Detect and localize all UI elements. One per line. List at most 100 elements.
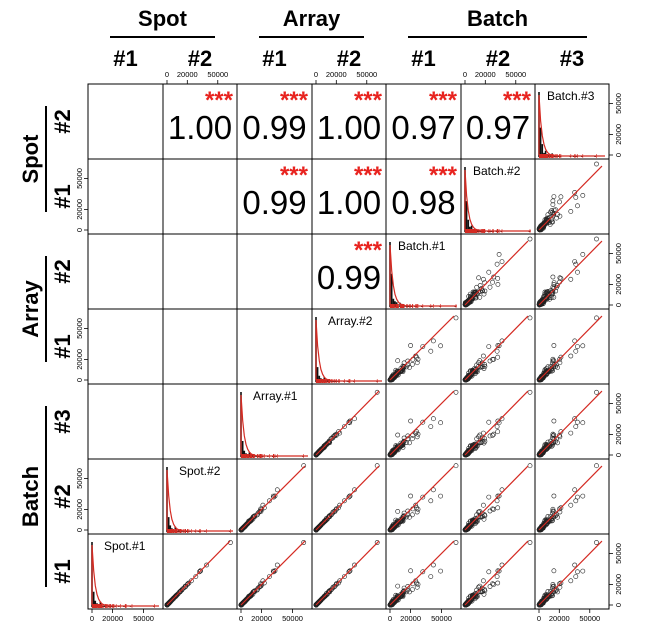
- scatter-point: [252, 589, 258, 594]
- scatter-point: [551, 361, 557, 367]
- scatter-point: [430, 562, 436, 568]
- panel-r5-c3: [311, 458, 387, 535]
- scatter-point: [413, 502, 419, 508]
- scatter-point: [185, 581, 191, 587]
- scatter-point: [430, 487, 436, 493]
- scatter-point: [428, 574, 434, 579]
- scatter-point: [480, 430, 486, 436]
- scatter-point: [428, 348, 434, 354]
- scatter-point: [494, 424, 500, 429]
- scatter-points: [238, 540, 307, 608]
- scatter-points: [313, 463, 380, 533]
- scatter-point: [471, 519, 477, 524]
- scatter-point: [580, 251, 586, 257]
- density-curve: [91, 544, 159, 607]
- scatter-point: [400, 594, 406, 599]
- scatter-point: [328, 436, 334, 442]
- scatter-point: [573, 424, 579, 429]
- fit-line: [389, 315, 455, 381]
- scatter-point: [491, 274, 497, 280]
- panel-r6-c3: [311, 533, 387, 610]
- scatter-point: [545, 369, 551, 374]
- fit-line: [315, 540, 380, 606]
- scatter-point: [550, 219, 555, 225]
- significance-stars: ***: [503, 87, 532, 114]
- scatter-point: [337, 578, 343, 584]
- scatter-point: [575, 203, 580, 209]
- panel-frame: [236, 308, 313, 385]
- scatter-point: [545, 519, 551, 524]
- scatter-point: [495, 354, 501, 360]
- scatter-point: [480, 364, 485, 370]
- scatter-point: [527, 236, 533, 242]
- rug-marks: [464, 229, 531, 233]
- scatter-point: [463, 451, 469, 457]
- panel-r1-c0: [87, 158, 164, 235]
- scatter-point: [557, 360, 563, 366]
- panel-r5-c6: [534, 458, 610, 535]
- panel-frame: [236, 233, 313, 310]
- panel-frame: [87, 383, 164, 460]
- fit-line: [166, 540, 231, 606]
- scatter-point: [554, 215, 559, 221]
- rug-marks: [166, 529, 231, 533]
- scatter-point: [272, 568, 278, 574]
- fit-line: [464, 465, 529, 531]
- scatter-point: [172, 594, 178, 599]
- scatter-point: [580, 420, 586, 426]
- scatter-point: [572, 487, 578, 493]
- scatter-point: [551, 207, 557, 213]
- scatter-point: [478, 440, 484, 445]
- panel-r1-c5: Batch.#2: [460, 158, 536, 235]
- scatter-point: [557, 199, 562, 205]
- scatter-point: [491, 506, 497, 512]
- left-sub-label-0: #2: [50, 109, 75, 133]
- scatter-point: [404, 364, 409, 370]
- correlation-value: 0.98: [391, 184, 455, 221]
- scatter-point: [261, 505, 267, 511]
- scatter-point: [240, 526, 245, 531]
- rug-marks: [389, 304, 457, 308]
- significance-stars: ***: [354, 237, 383, 264]
- scatter-point: [550, 284, 556, 290]
- scatter-point: [401, 438, 407, 444]
- correlation-value: 0.97: [466, 109, 530, 146]
- scatter-point: [347, 493, 353, 499]
- scatter-point: [573, 261, 579, 267]
- scatter-point: [550, 198, 556, 204]
- scatter-point: [321, 519, 327, 524]
- panel-frame: [87, 233, 164, 310]
- fit-line: [389, 390, 455, 456]
- scatter-point: [474, 443, 480, 449]
- panel-frame: [162, 308, 238, 385]
- panel-r6-c2: [236, 533, 313, 610]
- scatter-point: [495, 429, 501, 435]
- scatter-point: [266, 574, 272, 579]
- scatter-point: [527, 463, 533, 469]
- top-sub-label-2: #1: [262, 46, 286, 71]
- scatter-point: [494, 498, 500, 504]
- scatter-point: [317, 523, 323, 529]
- scatter-point: [177, 589, 183, 594]
- scatter-point: [271, 569, 277, 575]
- fit-line: [464, 315, 529, 381]
- scatter-point: [193, 574, 199, 579]
- scatter-point: [557, 432, 562, 438]
- scatter-point: [486, 269, 492, 275]
- panel-r2-c3: ***0.99: [311, 233, 387, 310]
- scatter-point: [555, 364, 560, 370]
- scatter-point: [476, 275, 481, 281]
- scatter-point: [541, 447, 547, 453]
- rug-marks: [91, 604, 155, 608]
- scatter-point: [453, 463, 459, 469]
- scatter-point: [181, 585, 186, 591]
- scatter-point: [545, 218, 551, 224]
- scatter-point: [482, 363, 488, 369]
- scatter-point: [462, 302, 468, 307]
- scatter-point: [495, 418, 501, 424]
- scatter-point: [239, 602, 244, 608]
- scatter-point: [409, 436, 415, 442]
- scatter-point: [453, 540, 459, 545]
- panel-r5-c1: Spot.#2: [162, 458, 238, 535]
- scatter-point: [463, 376, 469, 382]
